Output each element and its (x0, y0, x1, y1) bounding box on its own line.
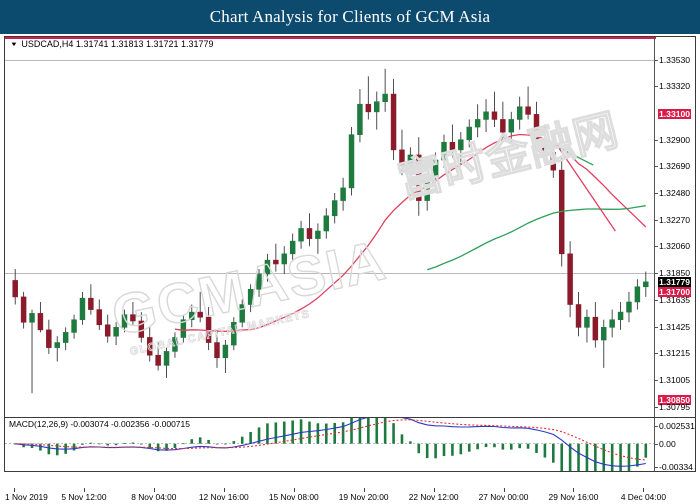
price-tick (654, 406, 658, 408)
price-tick (654, 86, 658, 88)
macd-axis-label: 0.00 (659, 438, 676, 449)
price-label: 1.33530 (659, 54, 691, 65)
projection-line (553, 144, 594, 166)
macd-axis[interactable]: 0.002531 0.00 -0.00334 (654, 418, 695, 472)
price-label: 1.32270 (659, 214, 691, 225)
time-axis-label: 29 Nov 16:00 (548, 492, 599, 502)
price-tick (654, 219, 658, 221)
macd-axis-label: 0.002531 (659, 421, 695, 431)
projection-line (552, 139, 616, 232)
price-label: 1.31635 (659, 295, 691, 306)
candlestick-series (12, 68, 649, 394)
price-label: 1.30795 (659, 401, 691, 412)
price-label: 1.31850 (659, 267, 691, 278)
price-label: 1.32060 (659, 241, 691, 252)
time-tick (153, 488, 155, 492)
price-plot-area[interactable]: 61.8 = 1.3338350.0 = 1.3278838.2 = 1.321… (5, 37, 656, 417)
symbol-info-text: USDCAD,H4 1.31741 1.31813 1.31721 1.3177… (21, 39, 214, 49)
macd-tick (654, 443, 658, 445)
grid-line (5, 272, 656, 274)
price-pane[interactable]: ▼ USDCAD,H4 1.31741 1.31813 1.31721 1.31… (4, 36, 696, 418)
time-tick (573, 488, 575, 492)
time-axis-label: 1 Nov 2019 (5, 492, 48, 502)
time-tick (433, 488, 435, 492)
macd-pane[interactable]: MACD(12,26,9) -0.003074 -0.002356 -0.000… (4, 417, 696, 472)
price-tick (654, 166, 658, 168)
time-axis-label: 4 Dec 04:00 (620, 492, 666, 502)
price-label-highlight: 1.30850 (658, 394, 692, 405)
time-axis-label: 8 Nov 04:00 (131, 492, 177, 502)
price-tick (654, 300, 658, 302)
price-tick (654, 192, 658, 194)
price-tick (654, 326, 658, 328)
symbol-info-line: ▼ USDCAD,H4 1.31741 1.31813 1.31721 1.31… (9, 39, 214, 50)
price-axis[interactable]: 1.33530 1.33320 1.33100 1.32900 1.32690 1.324… (654, 37, 695, 417)
macd-axis-label: -0.00334 (659, 462, 693, 472)
price-tick (654, 353, 658, 355)
price-label-highlight: 1.33100 (658, 109, 692, 120)
price-label: 1.31215 (659, 348, 691, 359)
price-label: 1.32900 (659, 134, 691, 145)
triangle-down-icon[interactable]: ▼ (9, 41, 18, 48)
moving-average-line (427, 205, 646, 271)
price-label-current: 1.31779 (658, 276, 692, 287)
price-axis-line (654, 37, 655, 417)
time-tick (363, 488, 365, 492)
macd-plot-area[interactable] (5, 418, 656, 471)
price-tick (654, 379, 658, 381)
macd-signal-line (15, 419, 646, 461)
time-axis: 1 Nov 2019 5 Nov 12:00 8 Nov 04:00 12 Nov 1… (4, 488, 696, 504)
price-tick (654, 139, 658, 141)
time-tick (14, 488, 15, 492)
chart-frame: ▼ USDCAD,H4 1.31741 1.31813 1.31721 1.31… (4, 36, 696, 492)
time-axis-label: 5 Nov 12:00 (61, 492, 107, 502)
price-label-highlight: 1.31700 (658, 286, 692, 297)
price-tick (654, 59, 658, 61)
price-label: 1.31425 (659, 321, 691, 332)
page-title: Chart Analysis for Clients of GCM Asia (209, 7, 491, 26)
title-bar: Chart Analysis for Clients of GCM Asia (0, 0, 700, 34)
time-axis-label: 12 Nov 16:00 (198, 492, 249, 502)
time-axis-label: 27 Nov 00:00 (478, 492, 529, 502)
price-label: 1.31005 (659, 374, 691, 385)
macd-tick (654, 467, 658, 468)
time-tick (83, 488, 85, 492)
price-label: 1.32690 (659, 161, 691, 172)
time-tick (503, 488, 505, 492)
time-tick (293, 488, 295, 492)
time-tick (643, 488, 645, 492)
time-axis-label: 22 Nov 12:00 (408, 492, 459, 502)
price-tick (654, 246, 658, 248)
price-tick (654, 272, 658, 274)
price-label: 1.33320 (659, 81, 691, 92)
grid-line (5, 59, 656, 61)
macd-info-line: MACD(12,26,9) -0.003074 -0.002356 -0.000… (9, 419, 190, 429)
macd-series (5, 418, 656, 471)
macd-tick (654, 426, 658, 427)
price-label: 1.32480 (659, 187, 691, 198)
support-resistance-line (5, 37, 656, 39)
time-axis-label: 19 Nov 20:00 (338, 492, 389, 502)
time-axis-label: 15 Nov 08:00 (268, 492, 319, 502)
time-tick (223, 488, 225, 492)
